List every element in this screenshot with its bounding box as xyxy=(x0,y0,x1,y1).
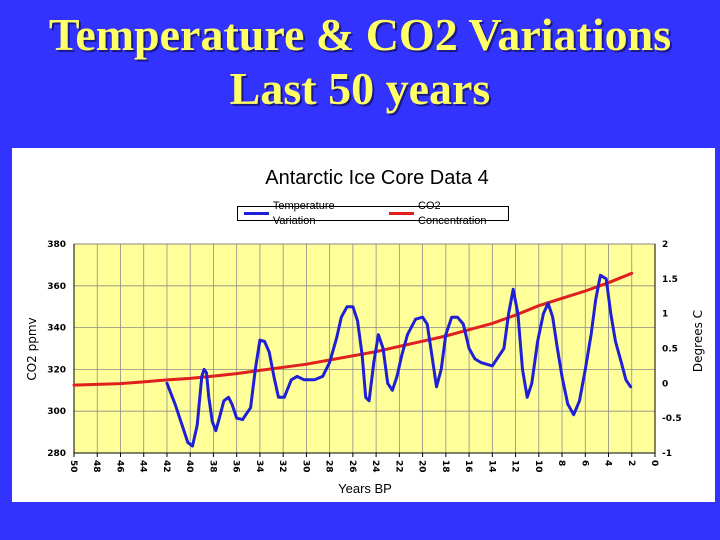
x-tick-label: 28 xyxy=(324,460,334,473)
y-tick-label: 300 xyxy=(47,407,66,417)
x-tick-label: 38 xyxy=(207,460,217,473)
y2-tick-label: 1.5 xyxy=(662,275,678,285)
y2-tick-label: 0.5 xyxy=(662,345,678,355)
x-tick-label: 40 xyxy=(184,460,194,473)
x-tick-label: 20 xyxy=(417,460,427,473)
slide-title-line-2: Last 50 years xyxy=(229,63,491,114)
x-tick-label: 44 xyxy=(138,460,148,473)
chart-svg: Antarctic Ice Core Data 4 50 48 46 44 42 40 38… xyxy=(25,167,705,496)
temperature-series-line xyxy=(165,273,633,448)
x-tick-label: 22 xyxy=(393,460,403,473)
y2-axis-label: Degrees C xyxy=(691,310,705,372)
plot-background xyxy=(73,243,656,454)
x-tick-label: 46 xyxy=(114,460,124,473)
legend: Temperature Variation CO2 Concentration xyxy=(237,200,509,227)
y-tick-label: 320 xyxy=(47,365,66,375)
legend-label-co2: CO2 Concentration xyxy=(418,199,487,227)
y2-tick-label: 1 xyxy=(662,310,668,320)
x-tick-label: 50 xyxy=(68,460,78,473)
plot-area: 50 48 46 44 42 40 38 36 34 32 30 28 26 24 22 20 18 16 14 12… xyxy=(47,240,681,473)
x-tick-label: 36 xyxy=(231,460,241,473)
y-axis-label: CO2 ppmv xyxy=(25,317,39,380)
co2-series-line xyxy=(72,271,634,387)
y-tick-label: 280 xyxy=(47,449,66,459)
legend-swatch-co2 xyxy=(389,212,415,215)
chart-title: Antarctic Ice Core Data 4 xyxy=(265,167,488,189)
y-tick-label: 360 xyxy=(47,282,66,292)
x-tick-label: 2 xyxy=(626,460,636,466)
y-tick-label: 380 xyxy=(47,240,66,250)
x-tick-label: 32 xyxy=(277,460,287,473)
slide-title-line-1: Temperature & CO2 Variations xyxy=(48,9,672,60)
x-tick-label: 48 xyxy=(91,460,101,473)
y2-tick-label: 0 xyxy=(662,379,668,389)
y-tick-label: 340 xyxy=(47,324,66,334)
slide-title: Temperature & CO2 Variations Last 50 yea… xyxy=(0,8,720,116)
x-tick-label: 18 xyxy=(440,460,450,473)
x-tick-label: 30 xyxy=(300,460,310,473)
x-tick-label: 14 xyxy=(486,460,496,473)
x-tick-label: 4 xyxy=(603,460,613,466)
x-tick-label: 8 xyxy=(556,460,566,466)
x-tick-label: 10 xyxy=(533,460,543,473)
x-tick-label: 42 xyxy=(161,460,171,473)
x-tick-label: 26 xyxy=(347,460,357,473)
legend-swatch-temperature xyxy=(244,212,269,215)
x-tick-label: 16 xyxy=(463,460,473,473)
x-tick-label: 12 xyxy=(510,460,520,473)
legend-label-temperature: Temperature Variation xyxy=(272,199,335,227)
x-tick-label: 0 xyxy=(649,460,659,466)
x-tick-label: 6 xyxy=(579,460,589,466)
x-tick-label: 34 xyxy=(254,460,264,473)
y2-tick-label: -0.5 xyxy=(662,414,682,424)
x-tick-label: 24 xyxy=(370,460,380,473)
y2-tick-label: 2 xyxy=(662,240,668,250)
chart-panel: Antarctic Ice Core Data 4 50 48 46 44 42 40 38… xyxy=(12,148,715,502)
y2-tick-label: -1 xyxy=(662,449,672,459)
x-axis-label: Years BP xyxy=(338,481,392,496)
